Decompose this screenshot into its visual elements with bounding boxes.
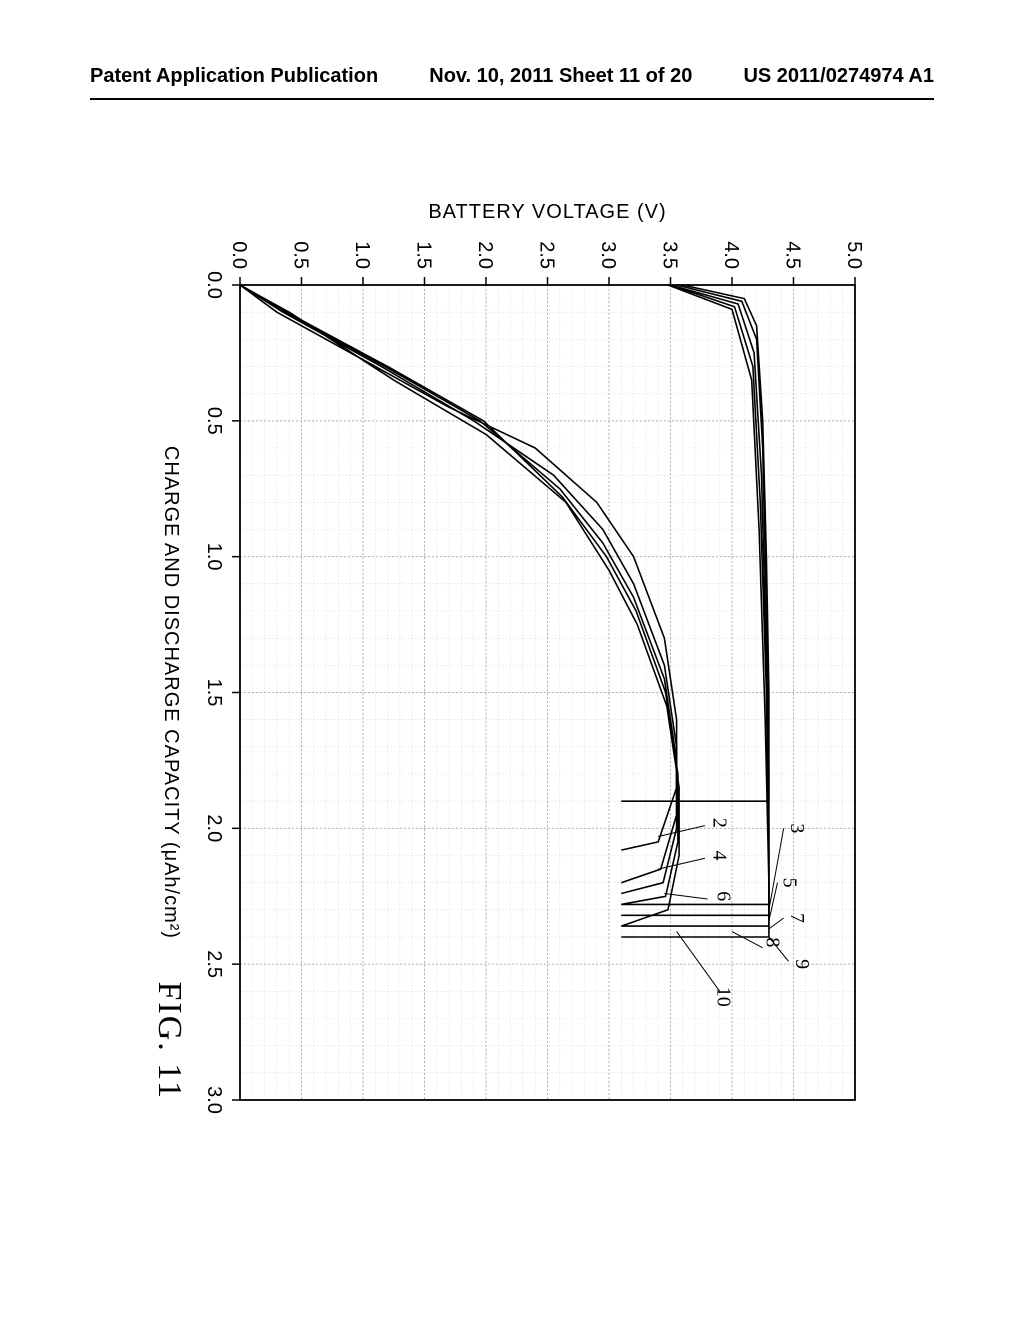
- chart-box: 2 3 4 5 6 7 8 9 10 0.0 0.5 1.0 1.5 2.0 2.5 3.0 0.0 0.5 1.0…: [120, 180, 880, 1130]
- svg-text:3.5: 3.5: [659, 241, 681, 269]
- chart-container: 2 3 4 5 6 7 8 9 10 0.0 0.5 1.0 1.5 2.0 2.5 3.0 0.0 0.5 1.0…: [120, 180, 880, 1130]
- header-rule: [90, 98, 934, 100]
- header-row: Patent Application Publication Nov. 10, …: [90, 65, 934, 88]
- svg-text:CHARGE AND DISCHARGE CAPACITY: CHARGE AND DISCHARGE CAPACITY (μAh/cm²): [160, 446, 182, 939]
- header-right: US 2011/0274974 A1: [743, 65, 934, 88]
- svg-text:1.5: 1.5: [203, 679, 225, 707]
- svg-text:8: 8: [761, 937, 783, 947]
- svg-text:BATTERY VOLTAGE (V): BATTERY VOLTAGE (V): [428, 201, 666, 223]
- svg-text:1.0: 1.0: [351, 241, 373, 269]
- svg-text:0.5: 0.5: [203, 407, 225, 435]
- svg-text:3.0: 3.0: [597, 241, 619, 269]
- svg-text:2.0: 2.0: [203, 814, 225, 842]
- svg-text:5.0: 5.0: [843, 241, 865, 269]
- page: Patent Application Publication Nov. 10, …: [0, 0, 1024, 1320]
- svg-text:9: 9: [791, 959, 813, 969]
- battery-voltage-chart: 2 3 4 5 6 7 8 9 10 0.0 0.5 1.0 1.5 2.0 2.5 3.0 0.0 0.5 1.0…: [120, 180, 880, 1130]
- svg-text:3.0: 3.0: [203, 1086, 225, 1114]
- svg-text:1.0: 1.0: [203, 543, 225, 571]
- header-left: Patent Application Publication: [90, 65, 378, 88]
- header-center: Nov. 10, 2011 Sheet 11 of 20: [429, 65, 692, 88]
- svg-text:0.0: 0.0: [203, 271, 225, 299]
- page-header: Patent Application Publication Nov. 10, …: [0, 65, 1024, 108]
- svg-text:6: 6: [712, 891, 734, 901]
- svg-text:10: 10: [712, 987, 734, 1007]
- svg-text:3: 3: [786, 823, 808, 833]
- svg-text:0.0: 0.0: [228, 241, 250, 269]
- svg-text:2: 2: [709, 818, 731, 828]
- svg-text:2.0: 2.0: [474, 241, 496, 269]
- svg-text:2.5: 2.5: [536, 241, 558, 269]
- figure-caption: FIG. 11: [150, 981, 188, 1100]
- svg-text:0.5: 0.5: [290, 241, 312, 269]
- svg-text:1.5: 1.5: [413, 241, 435, 269]
- svg-text:4.5: 4.5: [782, 241, 804, 269]
- svg-text:2.5: 2.5: [203, 950, 225, 978]
- svg-text:4.0: 4.0: [720, 241, 742, 269]
- svg-text:7: 7: [786, 913, 808, 923]
- svg-text:4: 4: [709, 851, 731, 861]
- svg-text:5: 5: [779, 878, 801, 888]
